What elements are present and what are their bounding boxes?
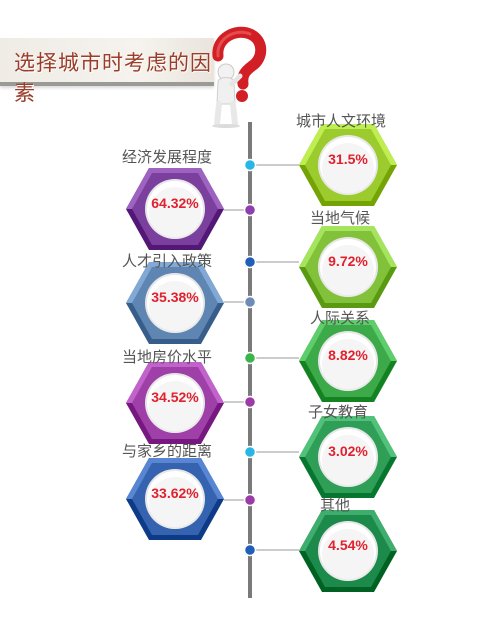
question-mark-figure-icon [212, 26, 267, 128]
timeline-node [243, 445, 257, 459]
factor-label: 经济发展程度 [122, 148, 213, 166]
left-factor-badge: 34.52% [125, 360, 225, 446]
factor-percentage: 8.82% [328, 347, 368, 363]
factor-label: 其他 [320, 496, 351, 514]
left-factor-badge: 33.62% [125, 456, 225, 542]
left-factor-badge: 64.32% [125, 166, 225, 252]
factor-percentage: 4.54% [328, 537, 368, 553]
factor-percentage: 35.38% [151, 289, 199, 305]
factor-label: 当地房价水平 [122, 348, 213, 366]
right-factor-badge: 9.72% [298, 224, 398, 310]
timeline-node [243, 351, 257, 365]
factor-label: 子女教育 [308, 403, 369, 421]
factor-percentage: 34.52% [151, 389, 199, 405]
timeline-node [243, 543, 257, 557]
factor-percentage: 64.32% [151, 195, 199, 211]
factor-label: 当地气候 [310, 209, 371, 227]
right-factor-badge: 3.02% [298, 414, 398, 500]
title-banner: 选择城市时考虑的因素 [0, 38, 214, 105]
timeline-node [243, 255, 257, 269]
factor-percentage: 9.72% [328, 253, 368, 269]
timeline-node [243, 493, 257, 507]
factor-label: 人际关系 [310, 309, 371, 327]
timeline-node [243, 295, 257, 309]
factor-percentage: 31.5% [328, 151, 368, 167]
timeline-node [243, 395, 257, 409]
left-factor-badge: 35.38% [125, 260, 225, 346]
factor-percentage: 33.62% [151, 485, 199, 501]
right-factor-badge: 4.54% [298, 508, 398, 594]
factor-label: 与家乡的距离 [122, 442, 213, 460]
factor-label: 人才引入政策 [122, 252, 213, 270]
timeline-node [243, 158, 257, 172]
right-factor-badge: 31.5% [298, 122, 398, 208]
right-factor-badge: 8.82% [298, 318, 398, 404]
page-title: 选择城市时考虑的因素 [14, 51, 212, 105]
factor-percentage: 3.02% [328, 443, 368, 459]
factor-label: 城市人文环境 [296, 112, 387, 130]
timeline-node [243, 203, 257, 217]
